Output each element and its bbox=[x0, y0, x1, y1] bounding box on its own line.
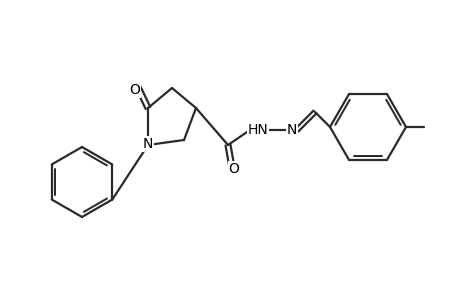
Text: O: O bbox=[129, 83, 140, 97]
Text: O: O bbox=[228, 162, 239, 176]
Text: N: N bbox=[286, 123, 297, 137]
Text: HN: HN bbox=[247, 123, 268, 137]
Text: N: N bbox=[142, 137, 153, 151]
